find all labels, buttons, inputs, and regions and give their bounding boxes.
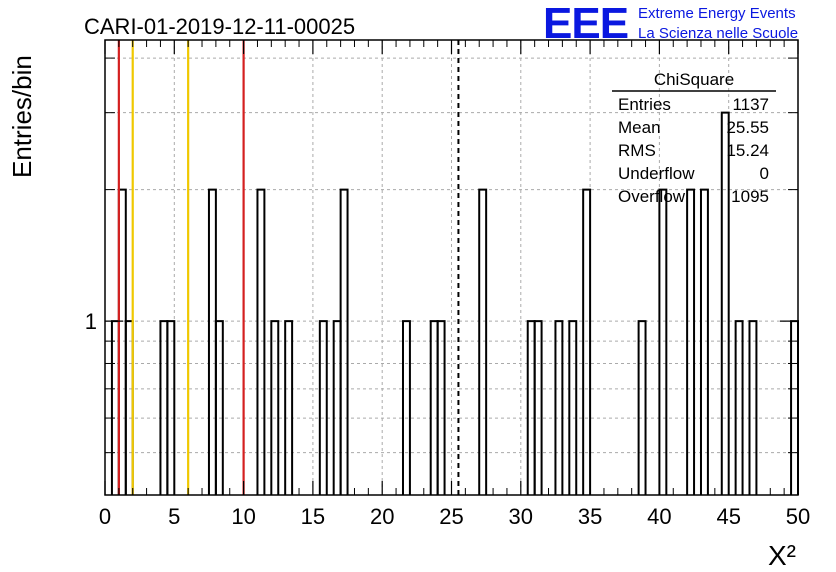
x-tick-label: 10 <box>231 504 255 529</box>
histogram-bin <box>699 188 709 495</box>
x-tick-label: 45 <box>716 504 740 529</box>
x-tick-label: 0 <box>99 504 111 529</box>
stats-label: Entries <box>618 95 671 114</box>
x-tick-label: 30 <box>509 504 533 529</box>
histogram-bin <box>478 188 488 495</box>
eee-logo: EEE <box>543 0 628 48</box>
histogram-bin <box>734 320 744 495</box>
histogram-bin <box>401 320 411 495</box>
x-tick-label: 25 <box>439 504 463 529</box>
histogram-bin <box>332 320 342 495</box>
histogram-bin <box>582 188 592 495</box>
histogram-bin <box>318 320 328 495</box>
x-tick-label: 40 <box>647 504 671 529</box>
stats-value: 25.55 <box>726 118 769 137</box>
x-tick-label: 15 <box>301 504 325 529</box>
histogram-bin <box>207 188 217 495</box>
histogram-bin <box>533 320 543 495</box>
stats-title: ChiSquare <box>654 70 734 89</box>
histogram-bin <box>748 320 758 495</box>
histogram-bin <box>429 320 439 495</box>
stats-value: 1095 <box>731 187 769 206</box>
stats-box: ChiSquare Entries 1137 Mean 25.55 RMS 15.24 Un… <box>612 70 776 206</box>
histogram-bin <box>284 320 294 495</box>
x-tick-label: 5 <box>168 504 180 529</box>
histogram-bin <box>686 188 696 495</box>
cut-lines <box>117 40 460 495</box>
histogram-bin <box>159 320 169 495</box>
org-line-1: Extreme Energy Events <box>638 5 796 22</box>
y-tick-label: 1 <box>85 309 97 334</box>
histogram-bin <box>166 320 176 495</box>
histogram-bars <box>110 111 799 495</box>
org-line-2: La Scienza nelle Scuole <box>638 25 798 42</box>
histogram-bin <box>339 188 349 495</box>
histogram-bin <box>526 320 536 495</box>
axis-ticks <box>104 40 799 495</box>
histogram-bin <box>270 320 280 495</box>
histogram-bin <box>720 111 730 495</box>
y-axis-label: Entries/bin <box>7 55 37 178</box>
stats-label: Mean <box>618 118 661 137</box>
histogram-bin <box>790 320 799 495</box>
histogram-bin <box>256 188 266 495</box>
x-axis-label: X² <box>768 540 796 571</box>
tick-labels: 0 5 10 15 20 25 30 35 40 45 50 1 <box>85 309 810 529</box>
x-tick-label: 35 <box>578 504 602 529</box>
histogram-bin <box>214 320 224 495</box>
stats-value: 0 <box>760 164 769 183</box>
histogram-bin <box>658 188 668 495</box>
stats-label: Underflow <box>618 164 695 183</box>
x-tick-label: 50 <box>786 504 810 529</box>
histogram-bin <box>568 320 578 495</box>
x-tick-label: 20 <box>370 504 394 529</box>
stats-value: 1137 <box>732 95 769 114</box>
stats-value: 15.24 <box>726 141 769 160</box>
histogram-bin <box>554 320 564 495</box>
histogram-bin <box>436 320 446 495</box>
histogram-bin <box>637 320 647 495</box>
run-title: CARI-01-2019-12-11-00025 <box>84 14 355 39</box>
stats-label: RMS <box>618 141 656 160</box>
stats-label: Overflow <box>618 187 686 206</box>
